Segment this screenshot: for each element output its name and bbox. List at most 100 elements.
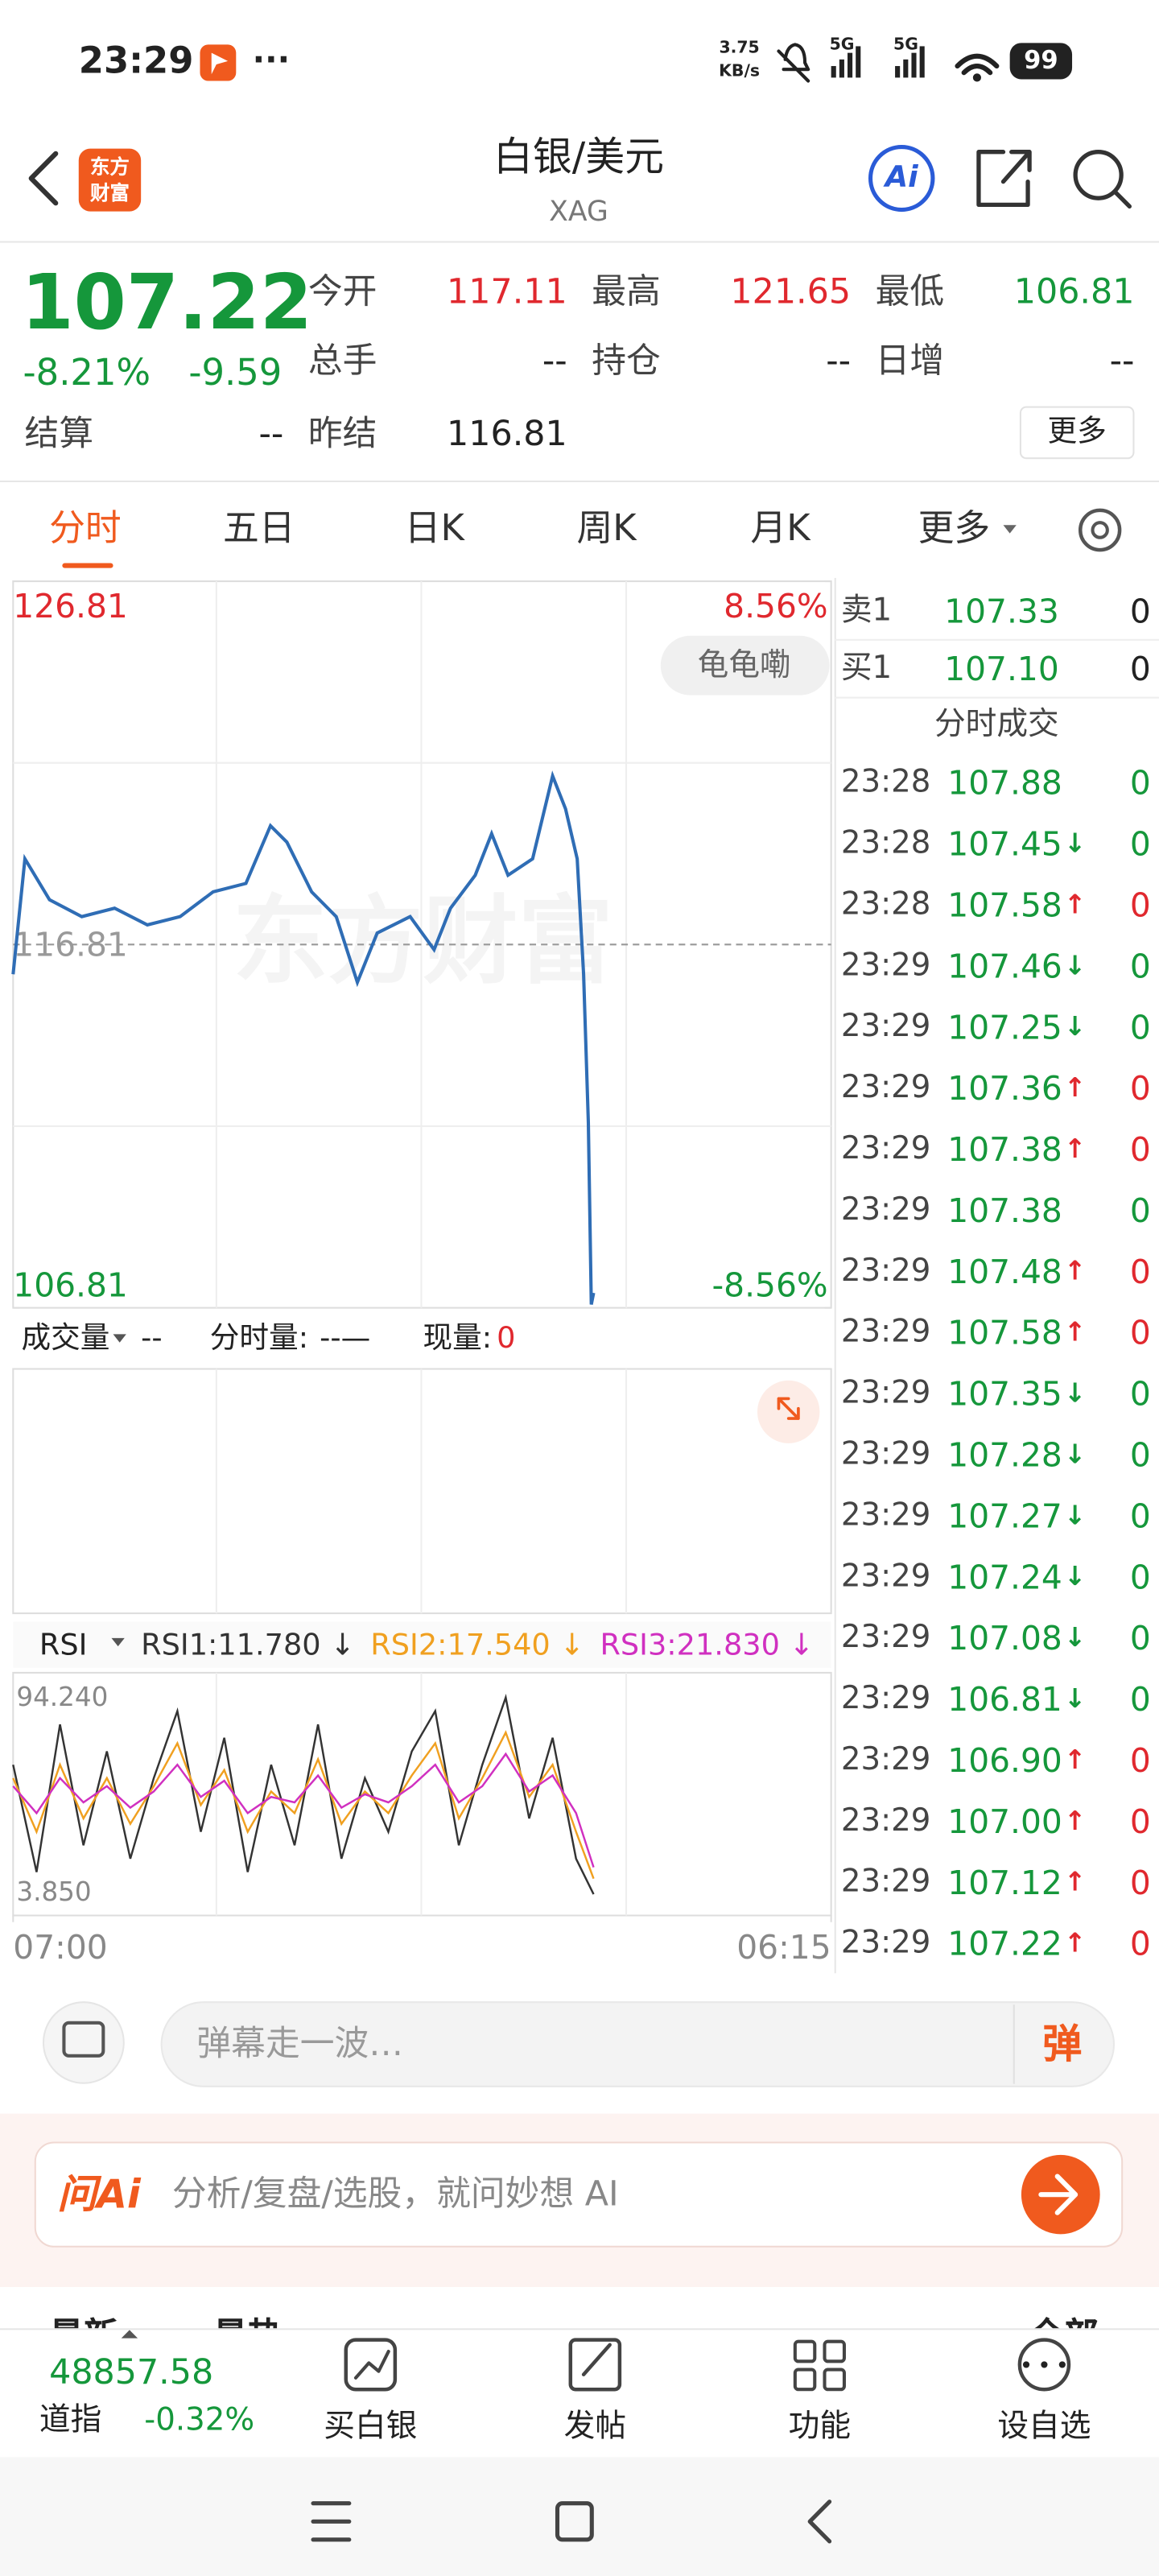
trade-volume: 0 — [1129, 1557, 1151, 1597]
quote-value: -- — [1109, 341, 1135, 381]
volume-selector[interactable]: 成交量 — [21, 1321, 110, 1356]
trade-volume: 0 — [1129, 1312, 1151, 1352]
quote-label: 昨结 — [307, 413, 377, 454]
trade-time: 23:29 — [840, 1863, 931, 1900]
trade-time: 23:29 — [840, 1924, 931, 1961]
y2-tick-label: 8.56% — [724, 587, 827, 625]
more-button-label[interactable]: 更多 — [1047, 414, 1107, 449]
volume-value: -- — [141, 1321, 163, 1356]
order-side: 卖1 — [840, 592, 893, 629]
period-tab[interactable]: 分时 — [49, 508, 122, 551]
ai-label[interactable]: Ai — [885, 159, 918, 196]
trade-time: 23:28 — [840, 886, 931, 923]
y-tick-label: 126.81 — [13, 587, 128, 625]
tab-underline — [62, 563, 113, 568]
trade-price: 107.35 — [947, 1373, 1062, 1414]
trade-arrow: ↑ — [1063, 888, 1087, 920]
page-title: 白银/美元 — [493, 134, 664, 180]
quote-label: 总手 — [307, 341, 377, 381]
order-price: 107.33 — [944, 591, 1059, 631]
trade-time: 23:29 — [840, 1374, 931, 1411]
trade-volume: 0 — [1129, 946, 1151, 986]
trade-arrow: ↑ — [1063, 1071, 1087, 1104]
net-speed-unit: KB/s — [719, 62, 761, 81]
quote-value: -- — [542, 341, 567, 381]
index-value: 48857.58 — [49, 2352, 214, 2392]
rsi-line — [12, 1752, 595, 1868]
trade-arrow: ↑ — [1063, 1254, 1087, 1286]
trade-time: 23:29 — [840, 1680, 931, 1717]
price-line — [11, 770, 596, 1305]
trade-time: 23:28 — [840, 824, 931, 861]
quote-label: 今开 — [307, 271, 377, 312]
signal-label: 5G — [829, 36, 855, 55]
comment-icon[interactable] — [42, 2001, 125, 2084]
bottom-action[interactable]: 发帖 — [563, 2408, 627, 2445]
legend-entry: RSI3:21.830 ↓ — [600, 1627, 814, 1662]
y2-tick-label: -8.56% — [711, 1265, 827, 1304]
trade-arrow: ↑ — [1063, 1865, 1087, 1897]
bottom-action[interactable]: 买白银 — [324, 2408, 418, 2445]
y-tick-label: 94.240 — [16, 1682, 108, 1712]
battery-pill — [1009, 43, 1073, 80]
period-tab[interactable]: 周K — [576, 508, 637, 551]
quote-label: 最高 — [592, 271, 661, 312]
ai-prompt[interactable]: 分析/复盘/选股，就问妙想 AI — [171, 2174, 619, 2214]
trade-volume: 0 — [1129, 885, 1151, 925]
logo-text: 东方 — [90, 155, 130, 179]
quote-divider — [0, 241, 1159, 243]
comment-placeholder[interactable]: 弹幕走一波… — [196, 2023, 404, 2064]
y-tick-label: 116.81 — [13, 926, 128, 964]
quote-label: 最低 — [875, 271, 945, 312]
trade-arrow: ↑ — [1063, 1315, 1087, 1348]
trades-title: 分时成交 — [934, 705, 1059, 743]
back-icon[interactable] — [28, 151, 59, 206]
trade-price: 107.12 — [947, 1862, 1062, 1903]
bottom-action[interactable]: 设自选 — [997, 2408, 1091, 2445]
bottom-bar — [0, 2328, 1159, 2459]
ai-icon[interactable] — [868, 144, 935, 213]
trade-price: 107.58 — [947, 1312, 1062, 1352]
search-icon[interactable] — [1073, 150, 1124, 200]
trade-time: 23:29 — [840, 1802, 931, 1839]
bottom-action[interactable]: 功能 — [788, 2408, 852, 2445]
trade-time: 23:29 — [840, 1619, 931, 1656]
trade-price: 107.28 — [947, 1435, 1062, 1475]
trade-price: 107.24 — [947, 1557, 1062, 1597]
period-tab[interactable]: 月K — [750, 508, 810, 551]
trade-arrow: ↑ — [1063, 1744, 1087, 1776]
last-price: 107.22 — [21, 257, 313, 347]
trade-volume: 0 — [1129, 1435, 1151, 1475]
trade-time: 23:29 — [840, 1313, 931, 1350]
signal-label: 5G — [893, 36, 918, 55]
trade-time: 23:29 — [840, 1435, 931, 1472]
comment-input[interactable] — [160, 2001, 1116, 2087]
trade-price: 107.88 — [947, 762, 1062, 803]
trade-price: 106.81 — [947, 1679, 1062, 1719]
quote-label: 结算 — [24, 413, 94, 454]
volume-now-label: 现量: — [423, 1321, 493, 1356]
volume-period-value: --— — [320, 1321, 371, 1356]
trade-volume: 0 — [1129, 1801, 1151, 1842]
more-button[interactable] — [1019, 406, 1135, 460]
period-tab[interactable]: 日K — [404, 508, 464, 551]
trade-volume: 0 — [1129, 1679, 1151, 1719]
x-tick-label: 07:00 — [13, 1928, 107, 1967]
page-subtitle: XAG — [549, 196, 608, 229]
ai-box[interactable] — [34, 2141, 1124, 2248]
danmaku-button[interactable]: 弹 — [1042, 2021, 1083, 2068]
trade-volume: 0 — [1129, 1496, 1151, 1536]
settings-icon[interactable] — [1078, 508, 1122, 552]
y-tick-label: 3.850 — [16, 1876, 91, 1907]
expand-button — [757, 1380, 820, 1443]
share-icon[interactable] — [976, 150, 1032, 208]
ai-brand: 问Ai — [57, 2171, 141, 2218]
trade-price: 107.27 — [947, 1496, 1062, 1536]
quote-label: 日增 — [875, 341, 945, 381]
trade-price: 107.46 — [947, 946, 1062, 986]
period-tab[interactable]: 五日 — [222, 508, 295, 551]
period-tab[interactable]: 更多 — [918, 508, 991, 551]
trade-arrow: ↓ — [1063, 949, 1087, 981]
change-amount: -9.59 — [188, 353, 283, 395]
